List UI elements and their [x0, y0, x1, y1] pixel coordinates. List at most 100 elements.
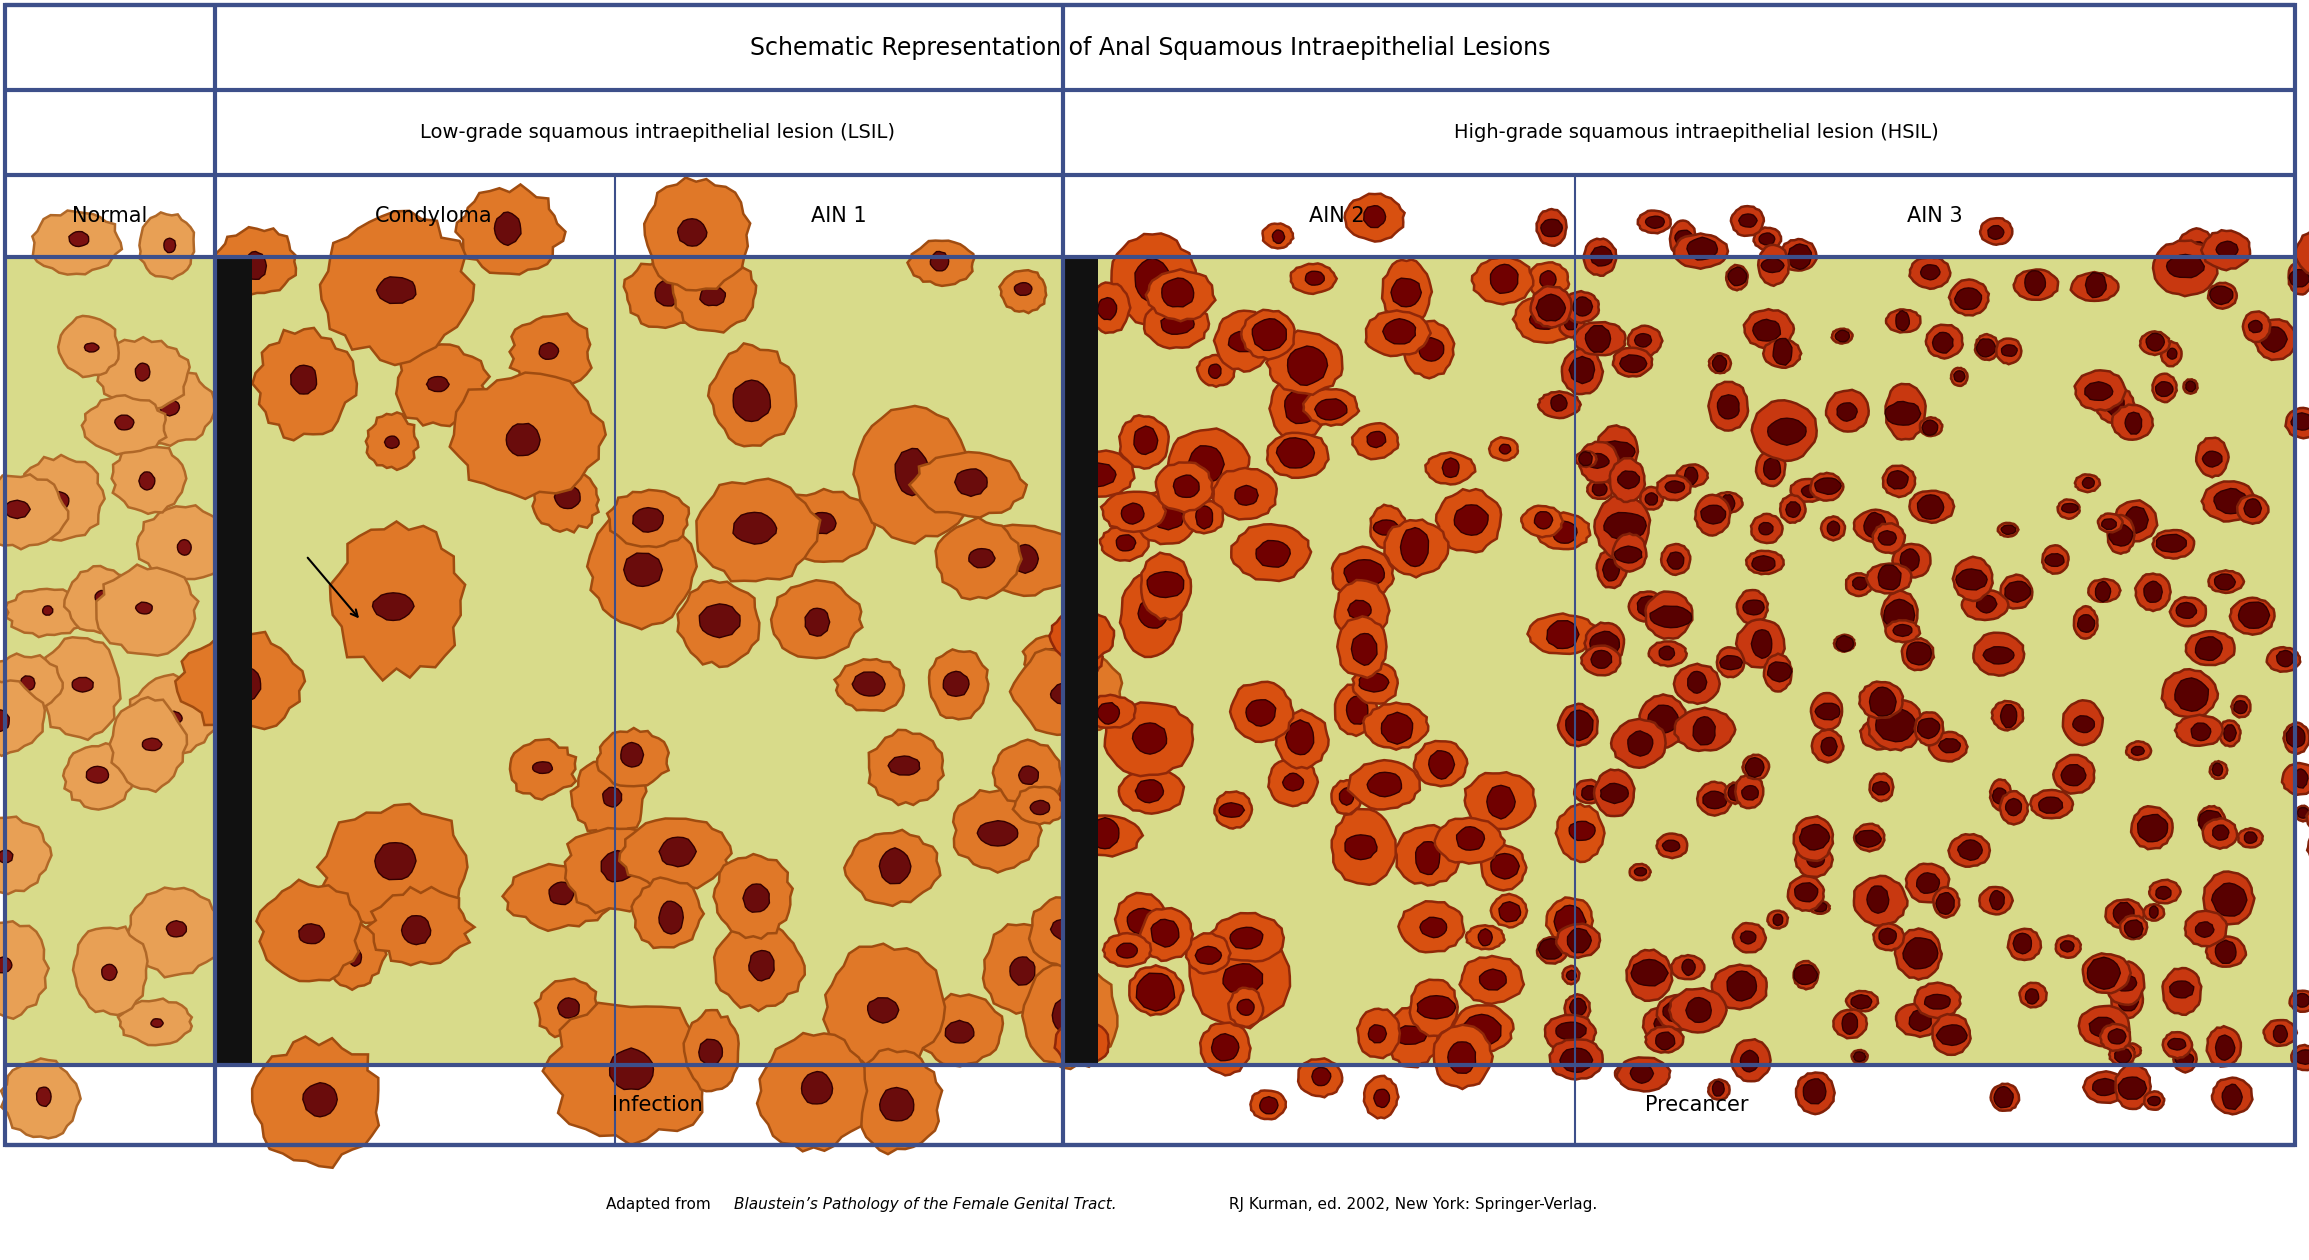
Polygon shape: [150, 1019, 164, 1027]
Polygon shape: [1291, 263, 1337, 294]
Text: Normal: Normal: [72, 205, 148, 226]
Polygon shape: [1215, 791, 1251, 829]
Polygon shape: [834, 659, 905, 711]
Polygon shape: [1187, 446, 1224, 483]
Polygon shape: [1060, 780, 1090, 809]
Polygon shape: [1997, 339, 2020, 364]
Polygon shape: [1741, 785, 1757, 800]
Polygon shape: [2085, 382, 2113, 401]
Polygon shape: [1288, 346, 1328, 386]
Polygon shape: [2145, 1091, 2164, 1110]
Polygon shape: [2092, 1079, 2117, 1095]
Polygon shape: [2286, 726, 2304, 747]
Polygon shape: [1480, 969, 1505, 990]
Polygon shape: [1759, 523, 1773, 534]
Polygon shape: [1859, 682, 1903, 718]
Polygon shape: [166, 921, 187, 937]
Text: RJ Kurman, ed. 2002, New York: Springer-Verlag.: RJ Kurman, ed. 2002, New York: Springer-…: [1224, 1197, 1598, 1212]
Polygon shape: [321, 210, 473, 365]
Polygon shape: [386, 436, 399, 449]
Polygon shape: [1953, 370, 1965, 382]
Polygon shape: [917, 994, 1002, 1066]
Polygon shape: [1466, 925, 1505, 949]
Polygon shape: [1709, 1080, 1729, 1100]
Polygon shape: [1933, 1014, 1970, 1055]
Polygon shape: [1572, 297, 1593, 316]
Polygon shape: [1863, 513, 1886, 538]
Polygon shape: [2210, 761, 2228, 779]
Polygon shape: [450, 373, 605, 499]
Polygon shape: [1605, 513, 1646, 539]
Polygon shape: [1069, 815, 1143, 857]
Polygon shape: [1720, 495, 1734, 512]
Polygon shape: [1900, 549, 1919, 571]
Polygon shape: [1413, 741, 1466, 786]
Polygon shape: [1886, 310, 1921, 333]
Polygon shape: [1646, 1027, 1683, 1052]
Polygon shape: [1845, 990, 1877, 1012]
Polygon shape: [1914, 712, 1944, 746]
Polygon shape: [1298, 1058, 1342, 1097]
Polygon shape: [1750, 514, 1783, 543]
Polygon shape: [1538, 937, 1568, 964]
Polygon shape: [1630, 1065, 1653, 1084]
Polygon shape: [1101, 491, 1166, 532]
Polygon shape: [1489, 437, 1517, 460]
Polygon shape: [1794, 816, 1833, 861]
Polygon shape: [1185, 500, 1224, 533]
Polygon shape: [1404, 321, 1455, 378]
Polygon shape: [2013, 270, 2057, 300]
Polygon shape: [2004, 581, 2030, 602]
Polygon shape: [1242, 310, 1295, 359]
Polygon shape: [1051, 683, 1083, 704]
Polygon shape: [1674, 664, 1720, 704]
Polygon shape: [1529, 262, 1570, 299]
Polygon shape: [159, 399, 180, 416]
Polygon shape: [623, 260, 707, 328]
Polygon shape: [1990, 1084, 2018, 1111]
Polygon shape: [1743, 600, 1764, 615]
Polygon shape: [1570, 822, 1596, 840]
Polygon shape: [757, 1033, 868, 1152]
Bar: [1099, 257, 2295, 1065]
Polygon shape: [1614, 1066, 1630, 1081]
Polygon shape: [2140, 331, 2170, 355]
Polygon shape: [1896, 311, 1910, 330]
Polygon shape: [1335, 683, 1378, 736]
Polygon shape: [1464, 772, 1535, 829]
Polygon shape: [776, 489, 875, 562]
Polygon shape: [2046, 553, 2064, 566]
Polygon shape: [1676, 465, 1709, 486]
Polygon shape: [734, 381, 771, 422]
Polygon shape: [2150, 906, 2159, 919]
Polygon shape: [1686, 998, 1711, 1022]
Polygon shape: [1852, 577, 1868, 590]
Polygon shape: [1639, 694, 1686, 748]
Polygon shape: [623, 553, 663, 586]
Polygon shape: [1305, 271, 1325, 285]
Polygon shape: [1448, 1042, 1475, 1074]
Polygon shape: [1228, 988, 1263, 1027]
Polygon shape: [455, 184, 566, 275]
Polygon shape: [1053, 995, 1085, 1033]
Polygon shape: [2145, 581, 2161, 602]
Polygon shape: [102, 964, 118, 980]
Polygon shape: [1547, 897, 1593, 945]
Polygon shape: [559, 998, 580, 1018]
Polygon shape: [1709, 353, 1732, 373]
Polygon shape: [256, 879, 360, 982]
Polygon shape: [1810, 472, 1843, 500]
Polygon shape: [1339, 788, 1353, 805]
Polygon shape: [1644, 1007, 1683, 1041]
Polygon shape: [316, 804, 466, 932]
Polygon shape: [1247, 699, 1277, 726]
Polygon shape: [598, 728, 670, 786]
Polygon shape: [1766, 911, 1787, 929]
Polygon shape: [1420, 917, 1448, 937]
Polygon shape: [1660, 646, 1674, 660]
Polygon shape: [1531, 286, 1572, 328]
Polygon shape: [2184, 911, 2226, 946]
Polygon shape: [1076, 651, 1092, 668]
Polygon shape: [697, 479, 820, 581]
Polygon shape: [658, 837, 697, 867]
